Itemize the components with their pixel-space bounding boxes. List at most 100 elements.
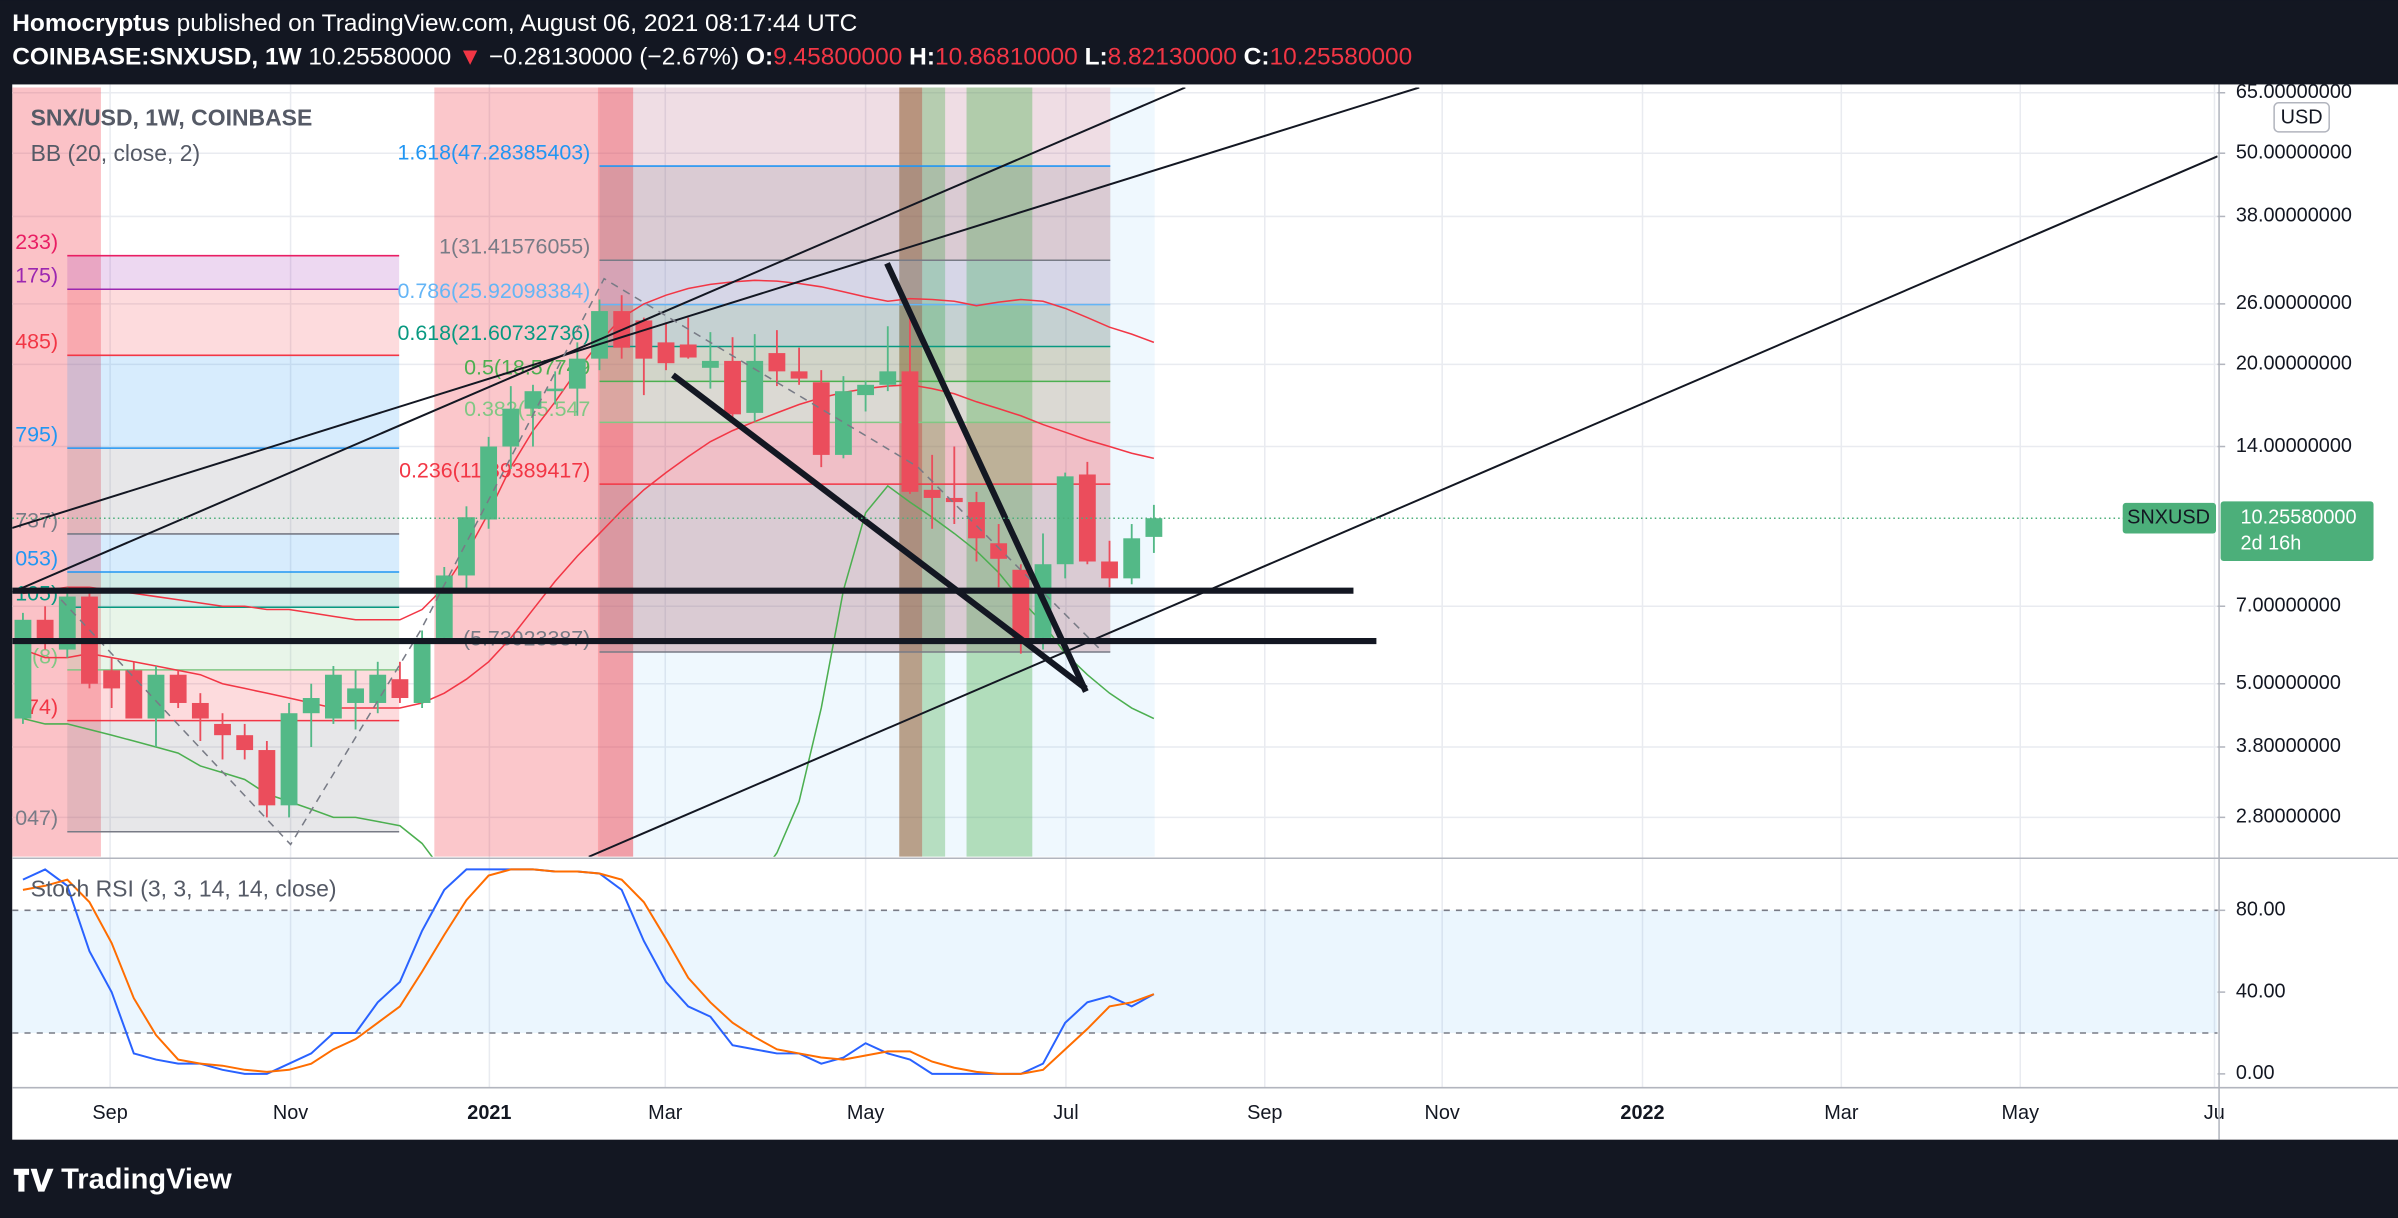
y-tick-label: 26.00000000 bbox=[2236, 292, 2352, 314]
candle-body bbox=[990, 543, 1008, 559]
candle-body bbox=[790, 371, 808, 379]
y-tick-label: 2.80000000 bbox=[2236, 806, 2341, 828]
logo: TradingView bbox=[13, 1164, 232, 1196]
candle-body bbox=[1056, 476, 1074, 565]
fib-zone bbox=[599, 166, 1111, 261]
x-tick-label: Sep bbox=[1247, 1102, 1282, 1124]
candle-body bbox=[591, 311, 608, 359]
h: 10.86810000 bbox=[935, 44, 1078, 71]
symbol-tag bbox=[2122, 502, 2217, 534]
zone bbox=[966, 87, 1033, 857]
x-tick-label: Sep bbox=[92, 1102, 127, 1124]
symbol: COINBASE:SNXUSD, 1W bbox=[12, 44, 302, 71]
fib-zone bbox=[67, 448, 400, 534]
fib-label: 0.618(21.60732736) bbox=[397, 321, 590, 345]
fib-label: 047) bbox=[15, 806, 58, 830]
candle-body bbox=[746, 360, 764, 413]
y-tick-label: 7.00000000 bbox=[2236, 594, 2341, 616]
candle-body bbox=[635, 320, 653, 359]
candle-body bbox=[125, 670, 143, 719]
fib-label: 1(31.41576055) bbox=[439, 235, 590, 259]
x-tick-label: 2022 bbox=[1620, 1102, 1664, 1124]
zone bbox=[597, 87, 634, 857]
candle-body bbox=[280, 713, 298, 806]
zone bbox=[633, 87, 1111, 652]
x-tick-label: May bbox=[847, 1102, 885, 1124]
candle-body bbox=[657, 342, 675, 364]
fib-zone bbox=[599, 381, 1111, 423]
currency: USD bbox=[2281, 106, 2323, 128]
arrow-line bbox=[671, 372, 1024, 643]
indicators bbox=[22, 279, 1155, 1075]
fib-zone bbox=[67, 533, 400, 573]
candle-body bbox=[14, 619, 32, 719]
x-tick-label: Nov bbox=[1424, 1102, 1459, 1124]
currency-box[interactable] bbox=[2273, 102, 2330, 133]
header-line-1: Homocryptus published on TradingView.com… bbox=[12, 10, 857, 37]
c: 10.25580000 bbox=[1269, 44, 1412, 71]
fib-zone bbox=[599, 422, 1111, 485]
stoch-band bbox=[12, 910, 2218, 1033]
trendline bbox=[12, 87, 1420, 529]
candle-body bbox=[347, 688, 364, 703]
bb bbox=[22, 279, 1155, 857]
zigzag bbox=[60, 277, 1102, 846]
stoch-line bbox=[22, 868, 1155, 1075]
arrow-line bbox=[1019, 637, 1088, 691]
change: −0.28130000 (−2.67%) bbox=[489, 44, 739, 71]
candle-body bbox=[679, 344, 697, 358]
x-tick-label: Nov bbox=[273, 1102, 308, 1124]
fib-zone bbox=[599, 304, 1111, 347]
fib-label: 175) bbox=[15, 264, 58, 288]
candle-body bbox=[236, 735, 254, 751]
y-tick-label: 50.00000000 bbox=[2236, 141, 2352, 163]
price-tag-text: 10.25580000 bbox=[2240, 506, 2356, 528]
stoch bbox=[22, 868, 1155, 1075]
candle-body bbox=[524, 391, 542, 409]
candle-body bbox=[945, 497, 963, 503]
candle-body bbox=[835, 391, 852, 455]
y-tick-label: 0.00 bbox=[2236, 1062, 2275, 1084]
candle-body bbox=[812, 382, 830, 455]
zone bbox=[922, 87, 946, 857]
candle-body bbox=[1012, 569, 1030, 638]
x-tick-label: May bbox=[2001, 1102, 2039, 1124]
bb-line bbox=[22, 384, 1155, 709]
candle-body bbox=[923, 489, 941, 498]
chart-title: SNX/USD, 1W, COINBASE bbox=[31, 105, 313, 131]
fib-label: 0.786(25.92098384) bbox=[397, 279, 590, 303]
l: 8.82130000 bbox=[1108, 44, 1237, 71]
y-tick-label: 65.00000000 bbox=[2236, 81, 2352, 103]
candle-body bbox=[36, 619, 54, 642]
fib-zone bbox=[67, 669, 400, 721]
candle-body bbox=[324, 674, 342, 719]
candle-body bbox=[568, 358, 586, 389]
fib-zone bbox=[67, 289, 400, 356]
author: Homocryptus bbox=[12, 10, 170, 37]
y-tick-label: 14.00000000 bbox=[2236, 435, 2352, 457]
drawings bbox=[12, 87, 2218, 857]
y-tick-label: 20.00000000 bbox=[2236, 353, 2352, 375]
x-tick-label: 2021 bbox=[467, 1102, 511, 1124]
candle-body bbox=[879, 371, 897, 385]
x-tick-label: Ju bbox=[2204, 1102, 2225, 1124]
x-tick-label: Jul bbox=[1053, 1102, 1078, 1124]
fib-label: 233) bbox=[15, 230, 58, 254]
candle-body bbox=[458, 517, 475, 576]
x-tick-label: Mar bbox=[648, 1102, 683, 1124]
price-tag bbox=[2220, 501, 2374, 562]
fib-zone bbox=[67, 255, 400, 290]
candle-body bbox=[1123, 538, 1141, 579]
bb-line bbox=[22, 484, 1155, 857]
candle-body bbox=[724, 360, 741, 415]
h-label: H: bbox=[909, 44, 935, 71]
y-tick-label: 3.80000000 bbox=[2236, 735, 2341, 757]
candle-body bbox=[701, 360, 719, 368]
fib-label: 795) bbox=[15, 423, 58, 447]
header-line-2: COINBASE:SNXUSD, 1W 10.25580000 ▼ −0.281… bbox=[12, 44, 1412, 71]
last: 10.25580000 bbox=[308, 44, 451, 71]
candle-body bbox=[768, 353, 786, 372]
arrow: ▼ bbox=[458, 44, 482, 71]
